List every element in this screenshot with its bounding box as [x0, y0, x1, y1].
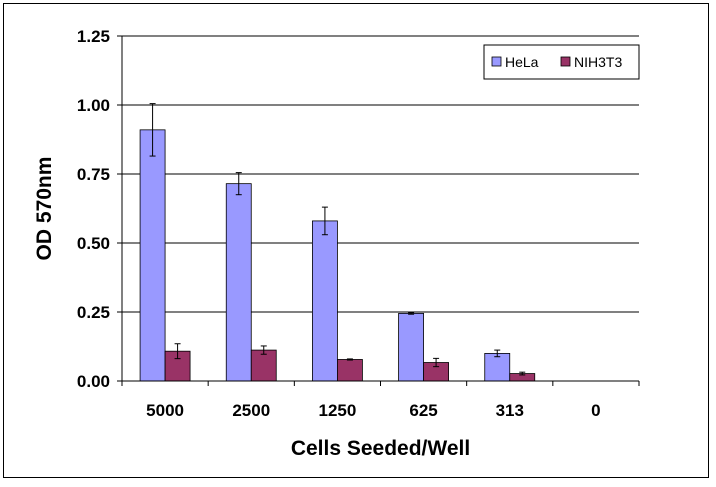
x-tick-label: 1250: [319, 401, 357, 420]
x-axis-ticks: 5000 2500 1250 625 313 0: [121, 381, 640, 420]
y-tick-label: 0.50: [77, 234, 110, 253]
y-tick-label: 1.00: [77, 96, 110, 115]
gridlines: [122, 35, 639, 313]
legend-swatch-nih3t3: [560, 56, 571, 67]
bar-nih3t3-2500: [250, 349, 277, 382]
error-bar-hela-313: [494, 349, 501, 358]
y-axis-title: OD 570nm: [33, 157, 56, 261]
x-tick-label: 313: [496, 401, 524, 420]
error-bars: [149, 103, 526, 376]
bar-hela-5000: [139, 129, 166, 382]
bar-nih3t3-1250: [337, 359, 363, 382]
error-bar-nih3t3-1250: [346, 358, 353, 361]
x-tick-label: 2500: [232, 401, 270, 420]
error-bar-hela-1250: [321, 206, 328, 236]
y-tick-label: 0.75: [77, 165, 110, 184]
y-tick-label: 0.00: [77, 372, 110, 391]
bar-hela-313: [484, 352, 511, 382]
y-axis-ticks: 0.00 0.25 0.50 0.75 1.00 1.25: [77, 27, 122, 391]
x-tick-label: 625: [409, 401, 437, 420]
legend-label-nih3t3: NIH3T3: [574, 54, 622, 70]
bar-hela-2500: [225, 183, 252, 382]
legend: HeLa NIH3T3: [483, 44, 640, 80]
plot-area: [122, 36, 639, 381]
y-tick-label: 0.25: [77, 303, 110, 322]
error-bar-hela-5000: [149, 103, 156, 157]
bar-hela-1250: [312, 220, 338, 382]
x-tick-label: 5000: [146, 401, 184, 420]
error-bar-hela-625: [408, 312, 415, 315]
y-tick-label: 1.25: [77, 27, 110, 46]
error-bar-hela-2500: [235, 172, 242, 196]
x-axis-title: Cells Seeded/Well: [291, 437, 470, 460]
legend-label-hela: HeLa: [505, 54, 539, 70]
x-tick-label: 0: [591, 401, 600, 420]
bars: [139, 129, 536, 382]
error-bar-nih3t3-313: [519, 371, 526, 376]
bar-hela-625: [398, 312, 424, 382]
legend-swatch-hela: [491, 56, 502, 67]
error-bar-nih3t3-5000: [174, 343, 181, 360]
error-bar-nih3t3-625: [433, 357, 440, 368]
error-bar-nih3t3-2500: [260, 345, 267, 355]
